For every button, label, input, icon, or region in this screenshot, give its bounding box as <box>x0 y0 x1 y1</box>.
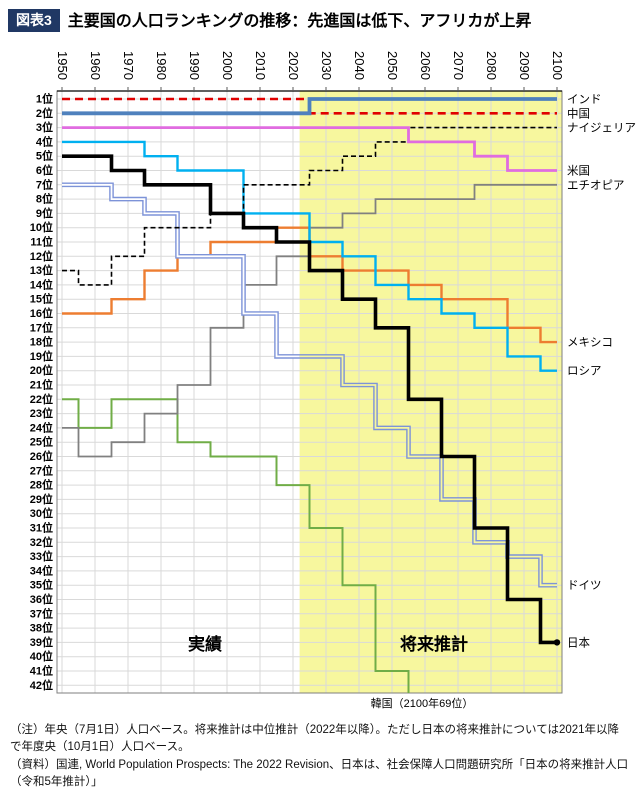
series-line-india <box>62 96 557 115</box>
series-line-usa <box>62 125 557 172</box>
series-label-usa: 米国 <box>567 164 590 177</box>
series-line-ethiopia <box>62 183 557 457</box>
rank-tick-label: 6位 <box>36 163 53 177</box>
year-tick-label: 1950 <box>55 51 70 80</box>
rank-tick-label: 12位 <box>30 248 53 262</box>
chart-title: 主要国の人口ランキングの推移：先進国は低下、アフリカが上昇 <box>67 13 532 30</box>
year-tick-label: 2100 <box>550 51 565 80</box>
rank-tick-label: 16位 <box>30 306 53 320</box>
rank-tick-label: 36位 <box>30 592 53 606</box>
footnotes: （注）年央（7月1日）人口ベース。将来推計は中位推計（2022年以降）。ただし日… <box>0 717 640 792</box>
rank-tick-label: 32位 <box>30 534 53 548</box>
rank-tick-label: 23位 <box>30 406 53 420</box>
rank-tick-label: 4位 <box>36 134 53 148</box>
series-label-mexico: メキシコ <box>567 337 613 349</box>
rank-tick-label: 14位 <box>30 277 53 291</box>
forecast-region <box>299 90 562 693</box>
series-label-china: 中国 <box>567 107 590 120</box>
rank-tick-label: 42位 <box>30 677 53 691</box>
year-axis-labels: 1950 1960 1970 1980 1990 2000 2010 2020 2030 2040… <box>55 51 565 80</box>
year-tick-label: 2010 <box>253 51 268 80</box>
rank-tick-label: 2位 <box>36 105 53 119</box>
rank-tick-label: 38位 <box>30 620 53 634</box>
year-tick-label: 2090 <box>517 51 532 80</box>
rank-tick-label: 41位 <box>30 663 53 677</box>
figure-badge: 図表3 <box>8 9 60 32</box>
rank-tick-label: 13位 <box>30 263 53 277</box>
rank-tick-label: 1位 <box>36 91 53 105</box>
rank-tick-label: 31位 <box>30 520 53 534</box>
rank-tick-label: 28位 <box>30 477 53 491</box>
rank-tick-label: 24位 <box>30 420 53 434</box>
rank-tick-label: 40位 <box>30 649 53 663</box>
rank-tick-label: 10位 <box>30 220 53 234</box>
series-lines <box>62 96 561 693</box>
rank-tick-label: 9位 <box>36 205 53 219</box>
series-line-japan <box>62 153 557 644</box>
rank-tick-label: 11位 <box>30 234 53 248</box>
series-label-germany: ドイツ <box>567 580 602 592</box>
rank-tick-label: 22位 <box>30 391 53 405</box>
note-text: （注）年央（7月1日）人口ベース。将来推計は中位推計（2022年以降）。ただし日… <box>10 723 620 753</box>
rank-tick-label: 26位 <box>30 449 53 463</box>
rank-tick-label: 30位 <box>30 506 53 520</box>
year-tick-label: 2070 <box>451 51 466 80</box>
korea-offchart-note: 韓国（2100年69位） <box>371 696 474 710</box>
year-tick-label: 2050 <box>385 51 400 80</box>
series-line-nigeria <box>62 126 557 286</box>
rank-tick-label: 25位 <box>30 434 53 448</box>
year-tick-label: 2040 <box>352 51 367 80</box>
top-axis-ticks <box>61 86 558 91</box>
rank-tick-label: 37位 <box>30 606 53 620</box>
year-tick-label: 2060 <box>418 51 433 80</box>
series-end-dot-japan <box>553 638 561 646</box>
rank-tick-label: 39位 <box>30 634 53 648</box>
series-label-japan: 日本 <box>567 635 590 649</box>
actual-region-label: 実績 <box>188 634 222 654</box>
rank-tick-label: 29位 <box>30 491 53 505</box>
rank-tick-label: 7位 <box>36 177 53 191</box>
rank-tick-label: 3位 <box>36 120 53 134</box>
year-tick-label: 2030 <box>319 51 334 80</box>
year-tick-label: 1980 <box>154 51 169 80</box>
year-tick-label: 2020 <box>286 51 301 80</box>
year-tick-label: 1960 <box>88 51 103 80</box>
rank-tick-label: 19位 <box>30 348 53 362</box>
rank-tick-label: 8位 <box>36 191 53 205</box>
rank-tick-label: 20位 <box>30 363 53 377</box>
series-label-nigeria: ナイジェリア <box>567 121 636 134</box>
rank-tick-label: 35位 <box>30 577 53 591</box>
series-label-ethiopia: エチオピア <box>567 178 625 191</box>
series-line-russia <box>62 140 557 372</box>
source-text: （資料）国連, World Population Prospects: The … <box>10 759 629 789</box>
rank-tick-label: 33位 <box>30 549 53 563</box>
forecast-region-label: 将来推計 <box>400 634 468 654</box>
year-tick-label: 1990 <box>187 51 202 80</box>
year-tick-label: 2000 <box>220 51 235 80</box>
figure-header: 図表3 主要国の人口ランキングの推移：先進国は低下、アフリカが上昇 <box>0 0 640 33</box>
rank-tick-label: 15位 <box>30 291 53 305</box>
rank-tick-label: 34位 <box>30 563 53 577</box>
rank-tick-label: 18位 <box>30 334 53 348</box>
chart-area: エチオピアメキシコロシアドイツ ナイジェリア 米国 中国 インド日本 1位 2位 3位 4位 5位… <box>0 33 640 717</box>
series-line-korea <box>62 397 410 693</box>
series-label-russia: ロシア <box>567 365 602 377</box>
series-label-india: インド <box>567 94 602 106</box>
rank-tick-label: 27位 <box>30 463 53 477</box>
rank-tick-label: 17位 <box>30 320 53 334</box>
year-tick-label: 1970 <box>121 51 136 80</box>
year-tick-label: 2080 <box>484 51 499 80</box>
rank-tick-label: 21位 <box>30 377 53 391</box>
rank-tick-label: 5位 <box>36 148 53 162</box>
rank-axis-labels: 1位2位3位4位5位6位7位8位9位10位11位12位13位14位15位16位1… <box>30 91 53 691</box>
